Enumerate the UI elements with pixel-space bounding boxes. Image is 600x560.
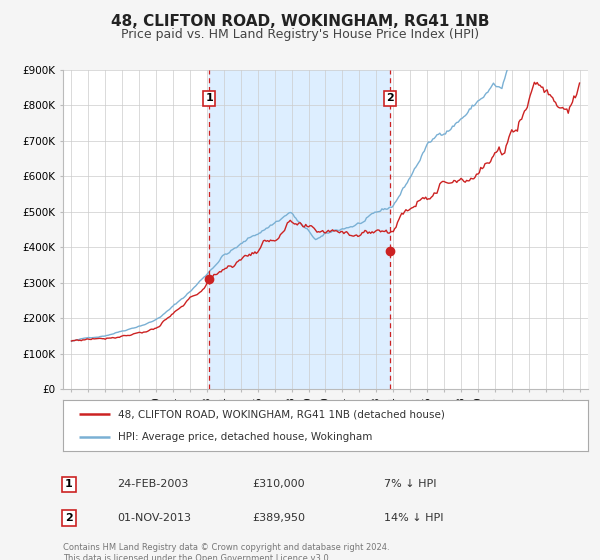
HPI: Average price, detached house, Wokingham: (2.02e+03, 1.02e+06): Average price, detached house, Wokingham… (514, 24, 521, 31)
Text: 1: 1 (205, 94, 213, 104)
Text: 24-FEB-2003: 24-FEB-2003 (117, 479, 188, 489)
Text: £310,000: £310,000 (252, 479, 305, 489)
Text: HPI: Average price, detached house, Wokingham: HPI: Average price, detached house, Woki… (118, 432, 373, 442)
Text: 2: 2 (65, 513, 73, 523)
Text: 48, CLIFTON ROAD, WOKINGHAM, RG41 1NB: 48, CLIFTON ROAD, WOKINGHAM, RG41 1NB (111, 14, 489, 29)
48, CLIFTON ROAD, WOKINGHAM, RG41 1NB (detached house) (576, 80, 583, 86)
48, CLIFTON ROAD, WOKINGHAM, RG41 1NB (detached house) (385, 230, 392, 236)
Text: 2: 2 (386, 94, 394, 104)
48, CLIFTON ROAD, WOKINGHAM, RG41 1NB (detached house) (163, 316, 170, 323)
Line: 48, CLIFTON ROAD, WOKINGHAM, RG41 1NB (detached house): 48, CLIFTON ROAD, WOKINGHAM, RG41 1NB (d… (71, 82, 580, 341)
48, CLIFTON ROAD, WOKINGHAM, RG41 1NB (detached house) (531, 79, 538, 86)
48, CLIFTON ROAD, WOKINGHAM, RG41 1NB (detached house) (357, 232, 364, 239)
48, CLIFTON ROAD, WOKINGHAM, RG41 1NB (detached house) (68, 338, 75, 344)
HPI: Average price, detached house, Wokingham: (2.01e+03, 5e+05): Average price, detached house, Wokingham… (374, 208, 382, 215)
HPI: Average price, detached house, Wokingham: (2e+03, 1.35e+05): Average price, detached house, Wokingham… (68, 338, 75, 344)
Text: 1: 1 (65, 479, 73, 489)
Line: HPI: Average price, detached house, Wokingham: HPI: Average price, detached house, Woki… (71, 0, 580, 341)
HPI: Average price, detached house, Wokingham: (2.01e+03, 5.12e+05): Average price, detached house, Wokingham… (385, 204, 392, 211)
HPI: Average price, detached house, Wokingham: (2e+03, 1.44e+05): Average price, detached house, Wokingham… (82, 335, 89, 342)
Bar (209, 70, 391, 389)
48, CLIFTON ROAD, WOKINGHAM, RG41 1NB (detached house) (374, 227, 382, 234)
48, CLIFTON ROAD, WOKINGHAM, RG41 1NB (detached house) (514, 128, 521, 134)
Text: £389,950: £389,950 (252, 513, 305, 523)
Text: Price paid vs. HM Land Registry's House Price Index (HPI): Price paid vs. HM Land Registry's House … (121, 28, 479, 41)
48, CLIFTON ROAD, WOKINGHAM, RG41 1NB (detached house) (82, 336, 89, 343)
Text: Contains HM Land Registry data © Crown copyright and database right 2024.
This d: Contains HM Land Registry data © Crown c… (63, 543, 389, 560)
HPI: Average price, detached house, Wokingham: (2.01e+03, 4.67e+05): Average price, detached house, Wokingham… (357, 220, 364, 227)
Text: 14% ↓ HPI: 14% ↓ HPI (384, 513, 443, 523)
HPI: Average price, detached house, Wokingham: (2e+03, 2.18e+05): Average price, detached house, Wokingham… (163, 309, 170, 315)
Text: 7% ↓ HPI: 7% ↓ HPI (384, 479, 437, 489)
Text: 48, CLIFTON ROAD, WOKINGHAM, RG41 1NB (detached house): 48, CLIFTON ROAD, WOKINGHAM, RG41 1NB (d… (118, 409, 445, 419)
Text: 01-NOV-2013: 01-NOV-2013 (117, 513, 191, 523)
